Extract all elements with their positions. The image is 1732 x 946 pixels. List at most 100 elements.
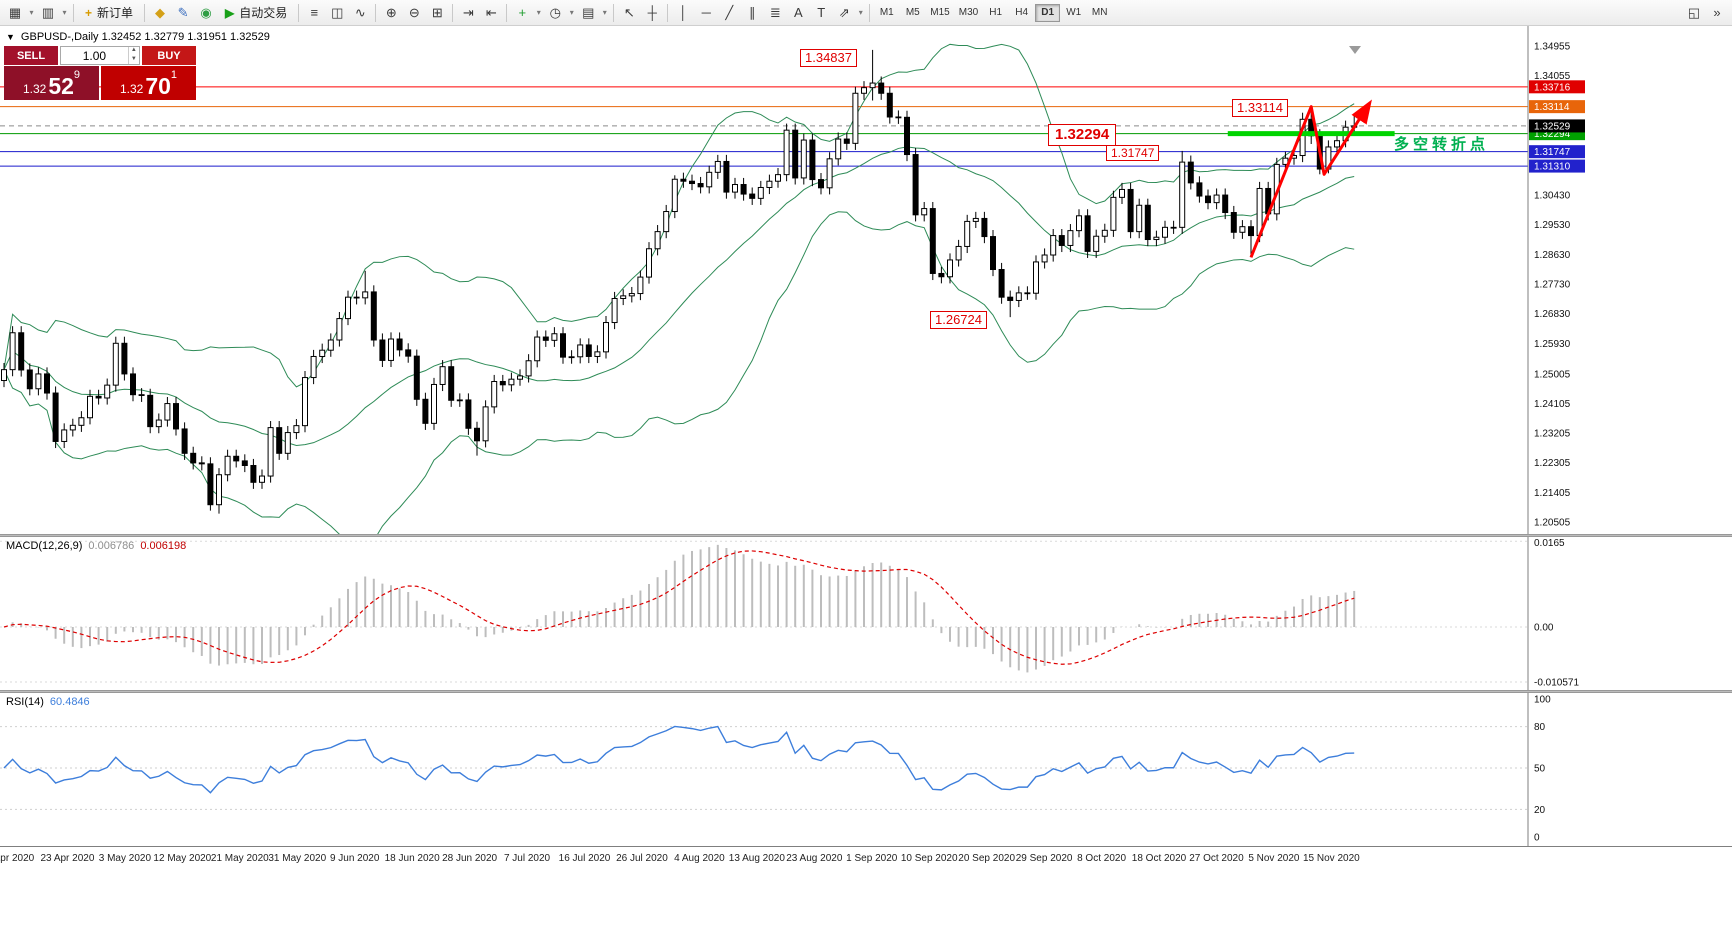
pivot-note-text[interactable]: 多空转折点 (1394, 136, 1490, 153)
volume-input[interactable] (61, 47, 128, 64)
chart-shift-icon[interactable]: ⇤ (485, 4, 497, 20)
toolbar: ▦ ▾ ▥ ▾ + 新订单 ◆ ✎ ◉ ▶ 自动交易 ≡ ◫ ∿ ⊕ ⊖ ⊞ ⇥ ⇤ + ▾ ◷ ▾ ▤ ▾ ↖ ┼ │ ─ ╱ ∥ ≣ A T ⇗… (0, 0, 1732, 26)
text-label-icon[interactable]: T (817, 5, 826, 20)
horizontal-line-icon[interactable]: ─ (701, 5, 711, 20)
volume-down-icon[interactable]: ▼ (130, 55, 137, 62)
arrows-icon[interactable]: ⇗ (838, 4, 850, 20)
toolbox-icon[interactable]: ◆ (155, 4, 166, 20)
buy-price-box[interactable]: 1.32 70 1 (101, 66, 196, 100)
macd-axis-tick: -0.010571 (1534, 677, 1579, 688)
dropdown-arrow-icon[interactable]: ▾ (602, 8, 607, 17)
timeframe-m15-button[interactable]: M15 (930, 7, 950, 18)
dropdown-arrow-icon[interactable]: ▾ (29, 8, 34, 17)
main-chart-canvas[interactable]: 1.34955 1.34055 1.30430 1.29530 1.28630 1.277… (0, 26, 1732, 534)
macd-main-value: 0.006786 (88, 540, 135, 552)
cursor-icon[interactable]: ↖ (623, 4, 635, 20)
market-icon[interactable]: ◉ (200, 4, 212, 20)
fibonacci-icon[interactable]: ≣ (769, 4, 781, 20)
price-axis-badge-text: 1.33716 (1534, 82, 1571, 93)
new-order-button-icon: + (85, 5, 93, 20)
toolbar-separator (73, 3, 74, 22)
vertical-line-icon[interactable]: │ (679, 5, 688, 20)
buy-button[interactable]: BUY (142, 46, 196, 65)
text-icon[interactable]: A (793, 5, 803, 20)
price-label-support[interactable]: 1.31747 (1106, 145, 1160, 161)
price-axis-tick: 1.27730 (1534, 280, 1571, 291)
indicators-icon[interactable]: + (518, 5, 527, 20)
bollinger-lower-band (3, 211, 1355, 534)
timeframe-m1-button[interactable]: M1 (879, 7, 894, 18)
dropdown-arrow-icon[interactable]: ▾ (62, 8, 67, 17)
rsi-canvas[interactable]: 100 80 50 20 0 (0, 693, 1732, 846)
one-click-trading-panel: SELL ▲ ▼ BUY 1.32 52 9 1.32 70 1 (4, 46, 196, 100)
timeframe-m30-button[interactable]: M30 (958, 7, 979, 18)
price-axis-tick: 1.22305 (1534, 458, 1571, 469)
price-label-low[interactable]: 1.26724 (930, 311, 987, 329)
bollinger-middle-band (3, 146, 1355, 446)
zoom-out-icon[interactable]: ⊖ (408, 4, 420, 20)
volume-up-icon[interactable]: ▲ (130, 47, 137, 53)
pane-splitter[interactable] (0, 690, 1732, 693)
time-axis-label: 27 Oct 2020 (1189, 853, 1244, 864)
tile-windows-icon[interactable]: ⊞ (431, 4, 443, 20)
auto-scroll-icon[interactable]: ⇥ (462, 4, 474, 20)
timeframe-h1-button[interactable]: H1 (989, 7, 1003, 18)
price-axis-tick: 1.21405 (1534, 488, 1571, 499)
timeframe-mn-button[interactable]: MN (1091, 7, 1108, 18)
profiles-icon[interactable]: ▥ (41, 4, 55, 20)
timeframe-w1-button[interactable]: W1 (1066, 7, 1082, 18)
timeframe-h4-button[interactable]: H4 (1015, 7, 1029, 18)
new-order-button[interactable]: + 新订单 (78, 3, 140, 23)
volume-stepper[interactable]: ▲ ▼ (60, 46, 140, 65)
metaeditor-icon[interactable]: ✎ (177, 4, 189, 20)
main-chart-pane: 1.34955 1.34055 1.30430 1.29530 1.28630 1.277… (0, 26, 1732, 534)
crosshair-icon[interactable]: ┼ (647, 5, 657, 20)
time-axis-label: 28 Jun 2020 (442, 853, 498, 864)
time-axis-label: 4 Apr 2020 (0, 853, 35, 864)
toolbar-separator (506, 3, 508, 22)
price-label-high[interactable]: 1.34837 (800, 49, 857, 67)
macd-signal-line (3, 550, 1355, 665)
autotrading-button[interactable]: ▶ 自动交易 (218, 3, 294, 23)
trendline-icon[interactable]: ╱ (725, 4, 734, 20)
chart-shift-marker[interactable] (1349, 46, 1361, 54)
bars-chart-icon[interactable]: ≡ (310, 5, 319, 20)
rsi-value: 60.4846 (49, 696, 90, 708)
candlestick-chart-icon[interactable]: ◫ (331, 4, 344, 20)
new-chart-icon[interactable]: ▦ (8, 4, 22, 20)
timeframe-d1-button[interactable]: D1 (1035, 3, 1061, 22)
zoom-in-icon[interactable]: ⊕ (385, 4, 397, 20)
equidistant-channel-icon[interactable]: ∥ (749, 4, 756, 20)
price-axis-badge (1529, 80, 1585, 94)
time-axis-label: 16 Jul 2020 (558, 853, 611, 864)
toolbar-separator (144, 3, 146, 22)
dropdown-arrow-icon[interactable]: ▾ (858, 8, 863, 17)
buy-price-base: 1.32 (119, 82, 144, 96)
timeframe-m5-button[interactable]: M5 (905, 7, 920, 18)
price-label-resistance[interactable]: 1.33114 (1232, 99, 1289, 117)
price-axis-tick: 1.25930 (1534, 339, 1571, 350)
toolbar-separator (667, 3, 669, 22)
line-chart-icon[interactable]: ∿ (354, 4, 366, 20)
price-axis-tick: 1.24105 (1534, 399, 1571, 410)
macd-canvas[interactable]: 0.0165 0.00 -0.010571 (0, 537, 1732, 690)
price-axis-tick: 1.29530 (1534, 220, 1571, 231)
sell-button[interactable]: SELL (4, 46, 58, 65)
one-click-collapse-icon[interactable]: ▼ (6, 32, 15, 42)
price-label-pivot[interactable]: 1.32294 (1048, 124, 1117, 146)
templates-icon[interactable]: ▤ (582, 4, 595, 20)
toolbar-overflow-icon[interactable]: » (1713, 5, 1721, 20)
symbol-ohlc-text: GBPUSD-,Daily 1.32452 1.32779 1.31951 1.… (20, 31, 270, 43)
pane-splitter[interactable] (0, 534, 1732, 537)
empty-area (0, 872, 1732, 946)
dropdown-arrow-icon[interactable]: ▾ (569, 8, 574, 17)
price-axis-tick: 1.25005 (1534, 369, 1571, 380)
trend-zigzag-arrow[interactable] (1249, 99, 1372, 258)
price-axis-badge (1529, 100, 1585, 114)
sell-price-box[interactable]: 1.32 52 9 (4, 66, 99, 100)
docking-icon[interactable]: ◱ (1687, 4, 1701, 20)
periods-icon[interactable]: ◷ (549, 4, 561, 20)
dropdown-arrow-icon[interactable]: ▾ (536, 8, 541, 17)
autotrading-button-icon: ▶ (225, 5, 235, 20)
